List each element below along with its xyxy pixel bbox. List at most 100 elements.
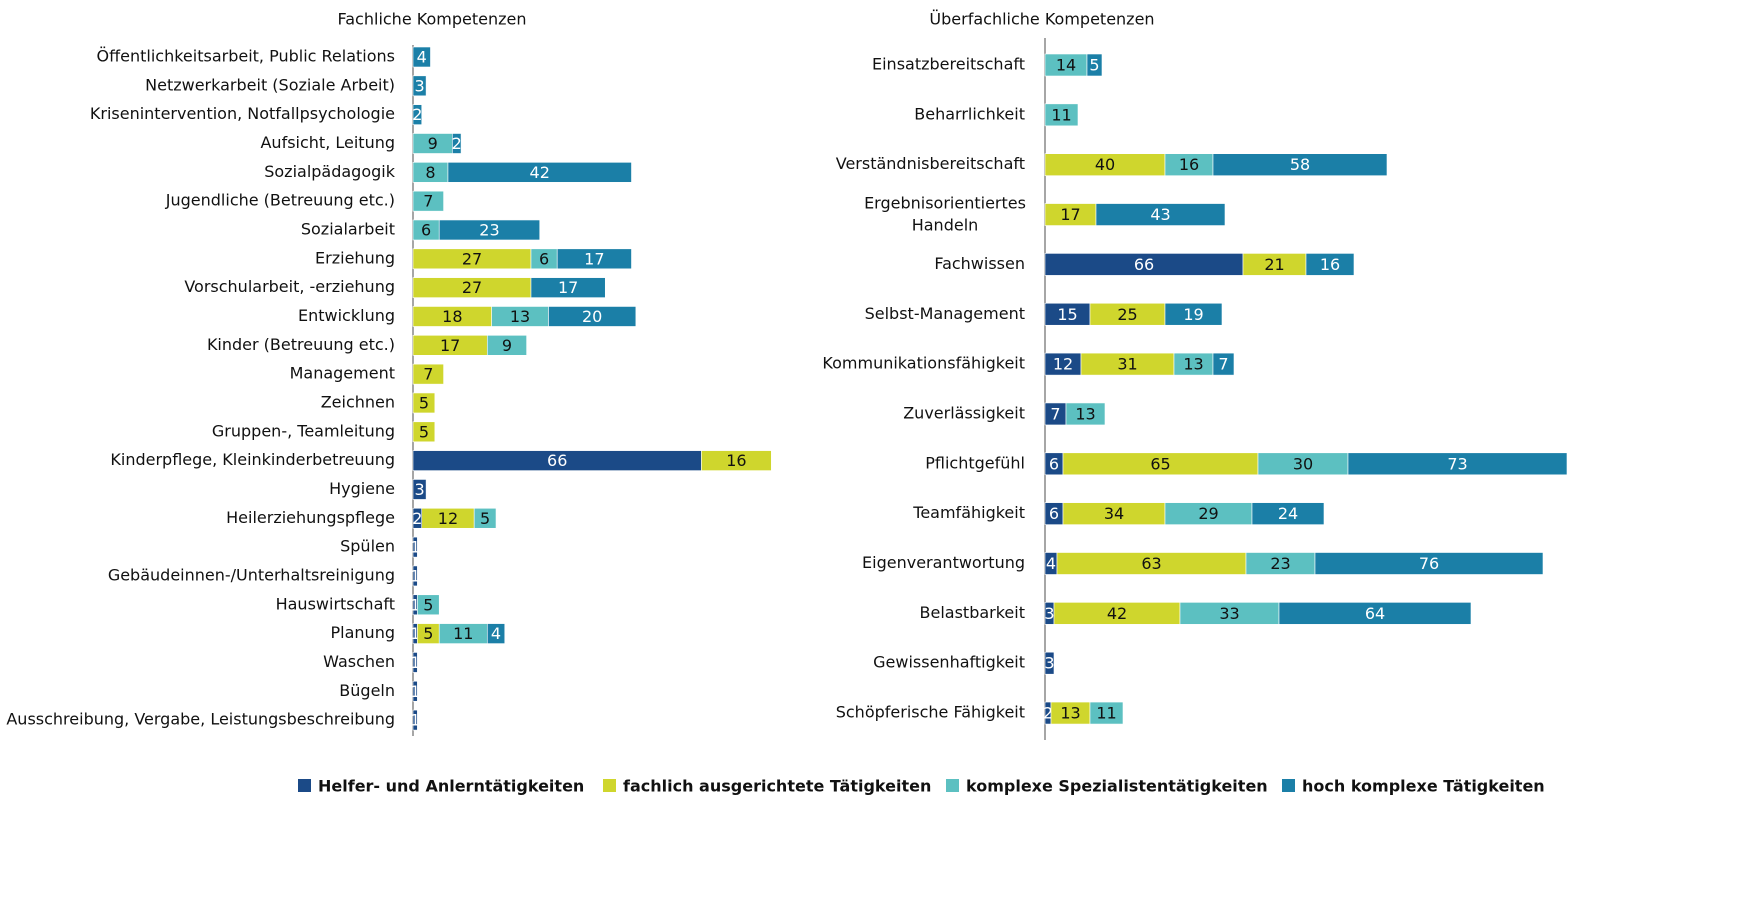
category-label: Kommunikationsfähigkeit — [822, 354, 1025, 373]
value-label: 25 — [1117, 305, 1137, 324]
category-label: Eigenverantwortung — [862, 553, 1025, 572]
bar-segment — [556, 248, 632, 270]
value-label: 23 — [479, 220, 499, 239]
value-label: 1 — [410, 624, 420, 643]
category-label: Sozialpädagogik — [264, 162, 396, 181]
bar-segment — [1164, 302, 1223, 326]
value-label: 3 — [414, 76, 424, 95]
category-label: Schöpferische Fähigkeit — [836, 703, 1025, 722]
bar-segment — [1065, 402, 1106, 426]
bar-segment — [701, 450, 772, 471]
value-label: 1 — [410, 711, 420, 730]
category-label: Kinder (Betreuung etc.) — [207, 335, 395, 354]
value-label: 16 — [726, 451, 746, 470]
value-label: 3 — [1044, 654, 1054, 673]
value-label: 20 — [582, 307, 602, 326]
value-label: 58 — [1290, 155, 1310, 174]
value-label: 17 — [584, 249, 604, 268]
bar-segment — [412, 709, 418, 731]
value-label: 1 — [410, 682, 420, 701]
bar-segment — [412, 680, 418, 702]
value-label: 63 — [1141, 554, 1161, 573]
category-label: Ausschreibung, Vergabe, Leistungsbeschre… — [6, 710, 395, 729]
value-label: 16 — [1320, 255, 1340, 274]
chart-title: Überfachliche Kompetenzen — [929, 10, 1154, 29]
value-label: 43 — [1150, 205, 1170, 224]
value-label: 6 — [539, 249, 549, 268]
category-label: Einsatzbereitschaft — [872, 55, 1025, 74]
value-label: 18 — [442, 307, 462, 326]
value-label: 4 — [417, 48, 427, 67]
value-label: 27 — [462, 249, 482, 268]
value-label: 13 — [1075, 404, 1095, 423]
value-label: 9 — [428, 134, 438, 153]
value-label: 4 — [491, 624, 501, 643]
value-label: 13 — [1060, 704, 1080, 723]
category-label: Bügeln — [339, 681, 395, 700]
value-label: 8 — [425, 163, 435, 182]
value-label: 13 — [510, 307, 530, 326]
category-label: Gewissenhaftigkeit — [873, 653, 1025, 672]
bar-segment — [412, 190, 444, 212]
category-label: Hygiene — [329, 479, 395, 498]
category-label: Zeichnen — [321, 392, 395, 411]
category-label: Belastbarkeit — [920, 603, 1025, 622]
category-label: Beharrlichkeit — [914, 104, 1025, 123]
value-label: 11 — [1051, 105, 1071, 124]
category-label: Gebäudeinnen-/Unterhaltsreinigung — [108, 565, 395, 584]
value-label: 66 — [547, 451, 567, 470]
bar-segment — [1347, 452, 1568, 476]
bar-segment — [486, 623, 506, 644]
value-label: 16 — [1179, 155, 1199, 174]
value-label: 12 — [438, 509, 458, 528]
value-label: 13 — [1183, 355, 1203, 374]
value-label: 11 — [453, 624, 473, 643]
value-label: 73 — [1447, 454, 1467, 473]
bar-segment — [412, 363, 444, 385]
value-label: 5 — [423, 624, 433, 643]
value-label: 2 — [452, 134, 462, 153]
bar-segment — [412, 479, 427, 500]
bar-segment — [438, 219, 541, 241]
bar-segment — [1212, 352, 1235, 376]
value-label: 2 — [1043, 704, 1053, 723]
bar-segment — [1278, 602, 1472, 625]
bar-segment — [412, 75, 427, 97]
value-label: 5 — [480, 509, 490, 528]
value-label: 5 — [423, 595, 433, 614]
legend-swatch — [298, 779, 311, 792]
category-label: Fachwissen — [934, 254, 1025, 273]
bar-segment — [548, 306, 637, 327]
bar-segment — [530, 277, 606, 298]
category-label: Waschen — [323, 652, 395, 671]
value-label: 64 — [1365, 604, 1385, 623]
bar-segment — [1095, 203, 1226, 226]
value-label: 9 — [502, 336, 512, 355]
value-label: 7 — [423, 365, 433, 384]
bar-segment — [412, 652, 418, 673]
value-label: 24 — [1278, 504, 1298, 523]
bar-segment — [447, 162, 632, 183]
value-label: 7 — [423, 192, 433, 211]
value-label: 15 — [1057, 305, 1077, 324]
value-label: 30 — [1293, 454, 1313, 473]
bar-segment — [412, 565, 418, 587]
bar-segment — [486, 334, 527, 356]
category-label: Pflichtgefühl — [925, 453, 1025, 472]
value-label: 34 — [1104, 504, 1124, 523]
legend-label: komplexe Spezialistentätigkeiten — [966, 777, 1268, 796]
category-label: Krisenintervention, Notfallpsychologie — [90, 104, 395, 123]
category-label: Netzwerkarbeit (Soziale Arbeit) — [145, 75, 395, 94]
category-label: Ergebnisorientiertes Handeln — [864, 193, 1026, 234]
value-label: 65 — [1150, 454, 1170, 473]
bar-segment — [1086, 53, 1103, 77]
value-label: 21 — [1264, 255, 1284, 274]
bar-segment — [412, 392, 436, 414]
value-label: 17 — [1060, 205, 1080, 224]
category-label: Aufsicht, Leitung — [260, 133, 395, 152]
value-label: 1 — [410, 595, 420, 614]
category-label: Selbst-Management — [865, 304, 1025, 323]
bar-segment — [1251, 502, 1325, 525]
value-label: 12 — [1053, 355, 1073, 374]
category-label: Zuverlässigkeit — [903, 403, 1025, 422]
